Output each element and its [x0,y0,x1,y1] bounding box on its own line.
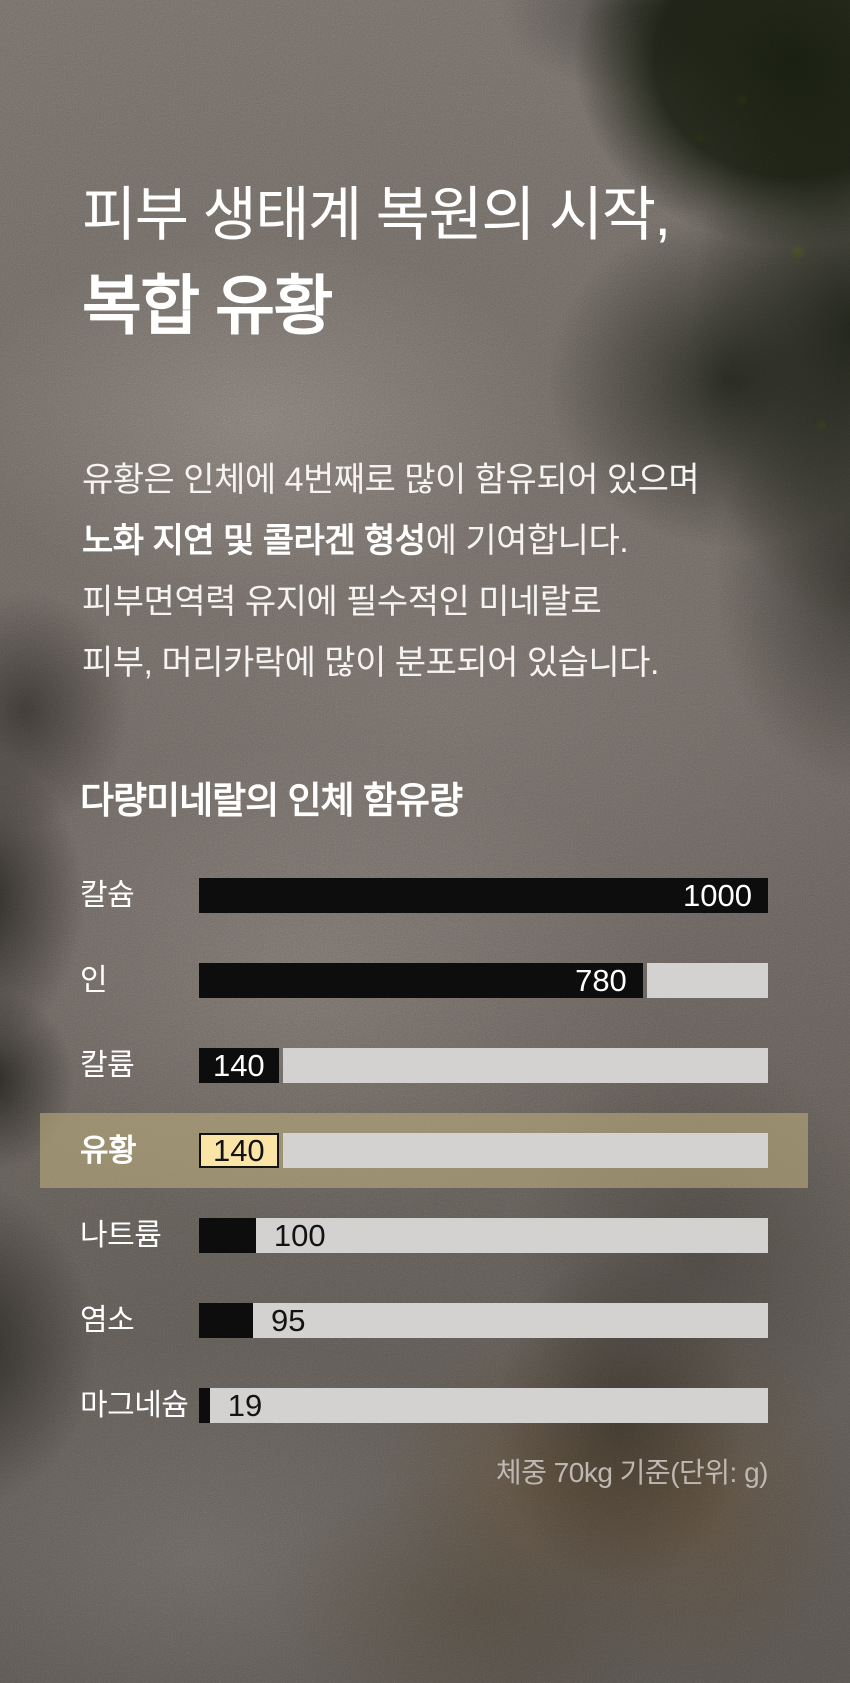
bar-track: 19 [199,1388,768,1423]
bar-remainder-segment: 95 [253,1303,768,1338]
body-line-2-rest: 에 기여합니다. [425,522,629,560]
bar-value: 1000 [683,877,752,913]
chart-title: 다량미네랄의 인체 함유량 [80,780,463,821]
body-line-2-bold: 노화 지연 및 콜라겐 형성 [82,522,426,560]
body-line-3: 피부면역력 유지에 필수적인 미네랄로 [82,583,602,621]
bar-value: 780 [575,962,627,998]
bar-filled-segment [199,1303,254,1338]
bar-value: 140 [212,1132,265,1168]
bar-remainder-segment [282,1133,768,1168]
bar-filled-segment [199,1218,256,1253]
chart-footnote: 체중 70kg 기준(단위: g) [495,1457,769,1488]
title-line-1: 피부 생태계 복원의 시작, [82,182,671,248]
bar-track: 140 [199,1048,768,1083]
bar-remainder-segment [646,963,768,998]
chart-row: 칼륨 140 [0,1048,850,1083]
bar-filled-segment: 140 [199,1048,279,1083]
bar-chart: 칼슘 1000 인 780 칼륨 140 유황 140 나트륨 100 [0,878,850,1423]
body-text: 유황은 인체에 4번째로 많이 함유되어 있으며 노화 지연 및 콜라겐 형성에… [82,450,700,694]
bar-track: 95 [199,1303,768,1338]
bar-value: 140 [212,1047,265,1083]
bar-track: 100 [199,1218,768,1253]
title-line-2: 복합 유황 [82,269,333,342]
mineral-label: 칼륨 [80,1049,135,1082]
mineral-label: 마그네슘 [80,1389,189,1422]
mineral-label: 칼슘 [80,879,135,912]
body-line-4: 피부, 머리카락에 많이 분포되어 있습니다. [82,644,659,682]
bar-filled-segment: 140 [199,1133,279,1168]
bar-track: 780 [199,963,768,998]
bar-track: 1000 [199,878,768,913]
bar-filled-segment: 1000 [199,878,768,913]
bar-track: 140 [199,1133,768,1168]
bar-filled-segment [199,1388,210,1423]
chart-row: 나트륨 100 [0,1218,850,1253]
chart-row: 칼슘 1000 [0,878,850,913]
mineral-label: 유황 [80,1133,137,1168]
bar-remainder-segment [282,1048,768,1083]
chart-row: 마그네슘 19 [0,1388,850,1423]
chart-row: 유황 140 [0,1113,850,1188]
body-line-1: 유황은 인체에 4번째로 많이 함유되어 있으며 [82,461,700,499]
chart-row: 염소 95 [0,1303,850,1338]
page-title: 피부 생태계 복원의 시작, 복합 유황 [82,182,671,342]
bar-value: 19 [227,1387,263,1423]
bar-remainder-segment: 19 [209,1387,768,1423]
mineral-label: 나트륨 [80,1219,162,1252]
chart-row: 인 780 [0,963,850,998]
bar-value: 100 [273,1217,326,1253]
bar-value: 95 [271,1302,306,1338]
mineral-label: 인 [80,964,108,997]
bar-filled-segment: 780 [199,963,643,998]
bar-remainder-segment: 100 [255,1217,768,1253]
mineral-label: 염소 [80,1304,135,1337]
